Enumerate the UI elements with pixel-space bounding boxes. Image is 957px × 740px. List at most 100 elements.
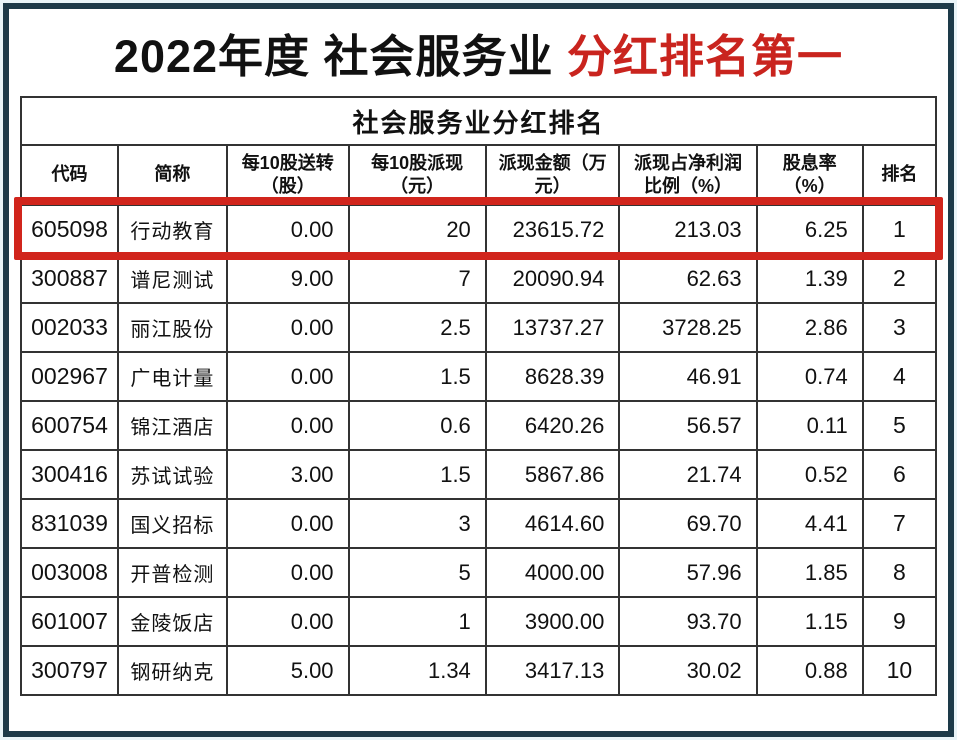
cell-stock-code: 300887	[20, 253, 119, 304]
cell-stock-code: 003008	[20, 547, 119, 598]
table-row: 605098 行动教育 0.00 20 23615.72 213.03 6.25…	[20, 204, 938, 255]
cell-stock-name: 苏试试验	[116, 449, 228, 500]
cell-stock-code: 002967	[20, 351, 119, 402]
cell-send-transfer: 9.00	[225, 253, 350, 304]
column-header: 派现金额（万 元）	[484, 144, 621, 206]
dividend-ranking-table: 社会服务业分红排名 代码 简称 每10股送转 （股） 每10股派现 （元） 派现金额（万…	[20, 96, 938, 696]
cell-cash-amount: 4000.00	[484, 547, 621, 598]
cell-cash-amount: 3417.13	[484, 645, 621, 696]
cell-dividend-yield: 0.88	[755, 645, 864, 696]
cell-cash-amount: 13737.27	[484, 302, 621, 353]
column-header: 每10股派现 （元）	[347, 144, 487, 206]
cell-stock-name: 国义招标	[116, 498, 228, 549]
column-header: 派现占净利润 比例（%）	[618, 144, 758, 206]
table-title: 社会服务业分红排名	[20, 96, 937, 146]
cell-cash-amount: 6420.26	[484, 400, 621, 451]
cell-cash-per-10: 1.5	[347, 351, 487, 402]
cell-cash-per-10: 20	[347, 204, 487, 255]
cell-profit-ratio: 62.63	[618, 253, 758, 304]
column-header: 代码	[20, 144, 119, 206]
cell-stock-code: 002033	[20, 302, 119, 353]
table-row: 831039 国义招标 0.00 3 4614.60 69.70 4.41 7	[20, 498, 938, 549]
cell-rank: 2	[861, 253, 938, 304]
cell-stock-code: 605098	[20, 204, 119, 255]
cell-profit-ratio: 213.03	[618, 204, 758, 255]
page-frame: 2022年度 社会服务业 分红排名第一 社会服务业分红排名 代码 简称 每10股送	[3, 3, 954, 737]
cell-stock-name: 丽江股份	[116, 302, 228, 353]
cell-dividend-yield: 6.25	[755, 204, 864, 255]
cell-profit-ratio: 93.70	[618, 596, 758, 647]
column-header-row: 代码 简称 每10股送转 （股） 每10股派现 （元） 派现金额（万 元） 派现占净利润 …	[20, 144, 938, 206]
cell-profit-ratio: 69.70	[618, 498, 758, 549]
table-row: 300797 钢研纳克 5.00 1.34 3417.13 30.02 0.88…	[20, 645, 938, 696]
column-header: 每10股送转 （股）	[225, 144, 350, 206]
cell-send-transfer: 0.00	[225, 400, 350, 451]
cell-send-transfer: 0.00	[225, 204, 350, 255]
cell-stock-name: 钢研纳克	[116, 645, 228, 696]
cell-cash-per-10: 1	[347, 596, 487, 647]
cell-cash-amount: 23615.72	[484, 204, 621, 255]
table-row: 600754 锦江酒店 0.00 0.6 6420.26 56.57 0.11 …	[20, 400, 938, 451]
cell-profit-ratio: 46.91	[618, 351, 758, 402]
table-row: 002967 广电计量 0.00 1.5 8628.39 46.91 0.74 …	[20, 351, 938, 402]
cell-rank: 7	[861, 498, 938, 549]
cell-stock-code: 601007	[20, 596, 119, 647]
cell-send-transfer: 5.00	[225, 645, 350, 696]
cell-rank: 3	[861, 302, 938, 353]
column-header: 简称	[116, 144, 228, 206]
cell-rank: 1	[861, 204, 938, 255]
dividend-table-wrap: 社会服务业分红排名 代码 简称 每10股送转 （股） 每10股派现 （元） 派现金额（万…	[14, 96, 943, 696]
column-header: 排名	[861, 144, 938, 206]
cell-profit-ratio: 56.57	[618, 400, 758, 451]
page-title-black: 2022年度 社会服务业	[113, 31, 568, 82]
cell-stock-code: 831039	[20, 498, 119, 549]
cell-rank: 6	[861, 449, 938, 500]
cell-cash-amount: 8628.39	[484, 351, 621, 402]
table-row: 601007 金陵饭店 0.00 1 3900.00 93.70 1.15 9	[20, 596, 938, 647]
cell-cash-per-10: 0.6	[347, 400, 487, 451]
page-title-red: 分红排名第一	[567, 31, 844, 82]
page-title: 2022年度 社会服务业 分红排名第一	[9, 30, 948, 84]
cell-dividend-yield: 0.74	[755, 351, 864, 402]
cell-stock-code: 600754	[20, 400, 119, 451]
cell-send-transfer: 0.00	[225, 351, 350, 402]
cell-send-transfer: 0.00	[225, 547, 350, 598]
cell-cash-amount: 5867.86	[484, 449, 621, 500]
cell-cash-per-10: 3	[347, 498, 487, 549]
table-row: 003008 开普检测 0.00 5 4000.00 57.96 1.85 8	[20, 547, 938, 598]
cell-send-transfer: 0.00	[225, 498, 350, 549]
table-row: 002033 丽江股份 0.00 2.5 13737.27 3728.25 2.…	[20, 302, 938, 353]
cell-stock-code: 300416	[20, 449, 119, 500]
table-title-row: 社会服务业分红排名	[20, 96, 937, 146]
cell-cash-amount: 20090.94	[484, 253, 621, 304]
cell-dividend-yield: 1.85	[755, 547, 864, 598]
cell-dividend-yield: 1.15	[755, 596, 864, 647]
table-body: 605098 行动教育 0.00 20 23615.72 213.03 6.25…	[20, 204, 938, 696]
cell-stock-name: 行动教育	[116, 204, 228, 255]
cell-rank: 4	[861, 351, 938, 402]
cell-dividend-yield: 2.86	[755, 302, 864, 353]
cell-cash-per-10: 1.5	[347, 449, 487, 500]
column-header: 股息率 （%）	[755, 144, 864, 206]
cell-send-transfer: 3.00	[225, 449, 350, 500]
cell-stock-code: 300797	[20, 645, 119, 696]
table-row: 300887 谱尼测试 9.00 7 20090.94 62.63 1.39 2	[20, 253, 938, 304]
cell-rank: 9	[861, 596, 938, 647]
cell-dividend-yield: 4.41	[755, 498, 864, 549]
cell-stock-name: 广电计量	[116, 351, 228, 402]
cell-cash-per-10: 1.34	[347, 645, 487, 696]
cell-rank: 5	[861, 400, 938, 451]
cell-send-transfer: 0.00	[225, 302, 350, 353]
cell-stock-name: 谱尼测试	[116, 253, 228, 304]
cell-rank: 10	[861, 645, 938, 696]
cell-stock-name: 金陵饭店	[116, 596, 228, 647]
cell-send-transfer: 0.00	[225, 596, 350, 647]
cell-profit-ratio: 30.02	[618, 645, 758, 696]
cell-profit-ratio: 57.96	[618, 547, 758, 598]
cell-dividend-yield: 1.39	[755, 253, 864, 304]
cell-cash-per-10: 7	[347, 253, 487, 304]
cell-cash-per-10: 2.5	[347, 302, 487, 353]
cell-profit-ratio: 3728.25	[618, 302, 758, 353]
cell-stock-name: 开普检测	[116, 547, 228, 598]
cell-stock-name: 锦江酒店	[116, 400, 228, 451]
